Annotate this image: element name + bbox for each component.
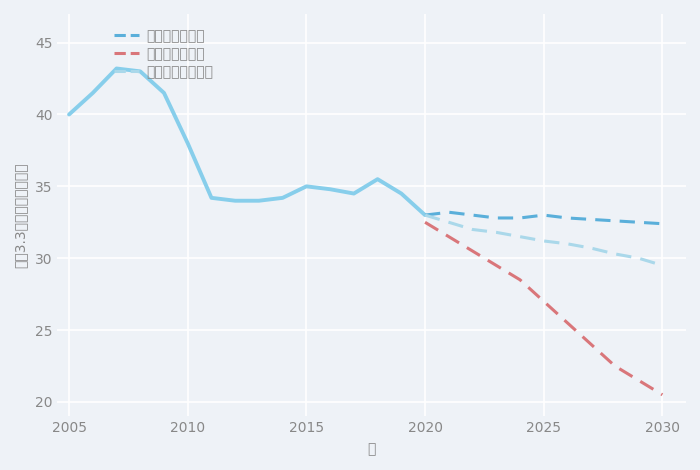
ノーマルシナリオ — [444, 219, 453, 225]
グッドシナリオ — [610, 218, 619, 224]
ノーマルシナリオ — [610, 251, 619, 257]
Line: グッドシナリオ: グッドシナリオ — [425, 212, 662, 224]
バッドシナリオ — [658, 392, 666, 398]
ノーマルシナリオ — [634, 255, 643, 261]
グッドシナリオ — [516, 215, 524, 221]
バッドシナリオ — [540, 298, 548, 304]
バッドシナリオ — [421, 219, 429, 225]
ノーマルシナリオ — [492, 229, 500, 235]
Legend: グッドシナリオ, バッドシナリオ, ノーマルシナリオ: グッドシナリオ, バッドシナリオ, ノーマルシナリオ — [115, 29, 214, 79]
グッドシナリオ — [492, 215, 500, 221]
バッドシナリオ — [516, 277, 524, 282]
Line: ノーマルシナリオ: ノーマルシナリオ — [425, 215, 662, 266]
ノーマルシナリオ — [468, 227, 477, 232]
バッドシナリオ — [468, 248, 477, 254]
ノーマルシナリオ — [516, 234, 524, 240]
バッドシナリオ — [444, 234, 453, 240]
グッドシナリオ — [468, 212, 477, 218]
グッドシナリオ — [444, 210, 453, 215]
グッドシナリオ — [421, 212, 429, 218]
バッドシナリオ — [610, 363, 619, 369]
グッドシナリオ — [658, 221, 666, 227]
グッドシナリオ — [564, 215, 572, 221]
バッドシナリオ — [634, 377, 643, 383]
ノーマルシナリオ — [421, 212, 429, 218]
X-axis label: 年: 年 — [368, 442, 376, 456]
ノーマルシナリオ — [658, 263, 666, 268]
グッドシナリオ — [587, 217, 596, 222]
バッドシナリオ — [587, 342, 596, 347]
グッドシナリオ — [634, 219, 643, 225]
バッドシナリオ — [564, 320, 572, 326]
Y-axis label: 坪（3.3㎡）単価（万円）: 坪（3.3㎡）単価（万円） — [14, 162, 28, 268]
ノーマルシナリオ — [587, 245, 596, 251]
グッドシナリオ — [540, 212, 548, 218]
ノーマルシナリオ — [564, 241, 572, 247]
Line: バッドシナリオ: バッドシナリオ — [425, 222, 662, 395]
バッドシナリオ — [492, 263, 500, 268]
ノーマルシナリオ — [540, 238, 548, 244]
